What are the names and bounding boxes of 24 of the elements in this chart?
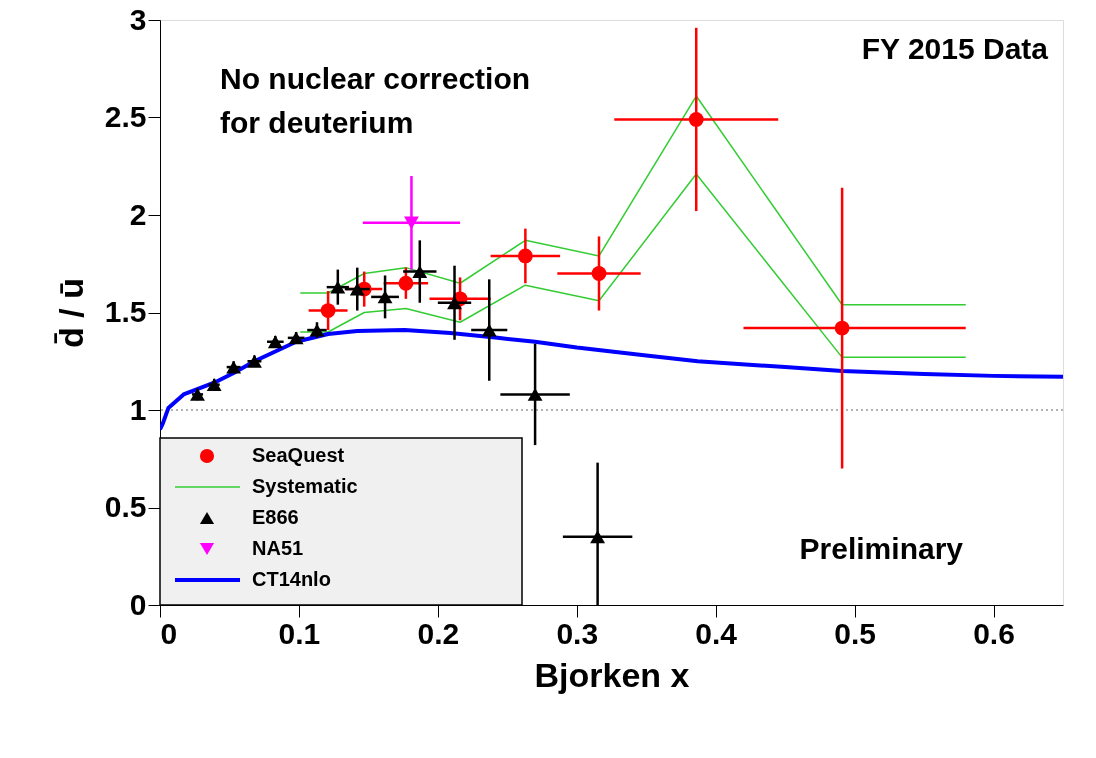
x-tick-label: 0.3	[556, 616, 599, 650]
y-tick-label: 2.5	[104, 100, 147, 133]
x-tick-label: 0.6	[973, 616, 1015, 650]
x-tick-label: 0.1	[278, 616, 321, 650]
y-tick-label: 1	[129, 392, 147, 426]
x-tick-label: 0	[160, 616, 178, 650]
legend-label: Systematic	[252, 475, 358, 497]
legend-label: NA51	[252, 537, 304, 559]
annotation: No nuclear correction for deuterium	[220, 62, 531, 139]
x-tick-label: 0.2	[417, 616, 460, 650]
annotation: Preliminary	[799, 532, 964, 565]
x-tick-label: 0.5	[834, 616, 876, 650]
x-axis-title: Bjorken x	[534, 655, 690, 694]
y-tick-label: 0.5	[104, 490, 147, 523]
x-tick-label: 0.4	[695, 616, 738, 650]
legend-label: E866	[252, 506, 299, 528]
y-tick-label: 1.5	[104, 295, 147, 328]
y-tick-label: 2	[129, 197, 147, 231]
y-tick-label: 0	[129, 587, 147, 621]
legend-label: CT14nlo	[252, 568, 331, 590]
legend-label: SeaQuest	[252, 444, 345, 466]
annotation: FY 2015 Data	[861, 32, 1049, 65]
y-tick-label: 3	[129, 2, 147, 36]
y-axis-title: d̄ / ū	[51, 278, 90, 348]
